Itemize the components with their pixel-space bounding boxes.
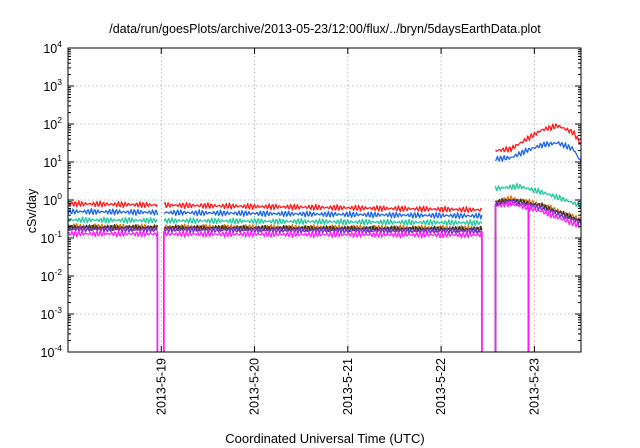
y-tick-label: 104 bbox=[43, 39, 62, 56]
y-tick-label: 10-2 bbox=[41, 267, 63, 284]
chart-title: /data/run/goesPlots/archive/2013-05-23/1… bbox=[109, 22, 541, 36]
y-tick-label: 102 bbox=[43, 115, 62, 132]
x-tick-label: 2013-5-19 bbox=[154, 358, 168, 415]
series-line-7 bbox=[67, 200, 582, 239]
x-tick-label: 2013-5-20 bbox=[248, 358, 262, 415]
y-tick-label: 100 bbox=[43, 191, 62, 208]
axis-ticks bbox=[68, 47, 581, 353]
x-tick-label: 2013-5-22 bbox=[434, 358, 448, 415]
y-tick-label: 101 bbox=[43, 153, 62, 170]
series-line-1 bbox=[68, 123, 582, 214]
x-axis-label: Coordinated Universal Time (UTC) bbox=[225, 431, 424, 446]
y-tick-label: 10-4 bbox=[41, 343, 63, 360]
x-tick-label: 2013-5-21 bbox=[341, 358, 355, 415]
y-tick-label: 10-1 bbox=[41, 229, 63, 246]
x-tick-label: 2013-5-23 bbox=[527, 358, 541, 415]
y-tick-label: 103 bbox=[43, 77, 62, 94]
grid bbox=[68, 48, 581, 352]
y-tick-label: 10-3 bbox=[41, 305, 63, 322]
series-group bbox=[67, 123, 582, 352]
y-tick-labels: 10-4 10-3 10-2 10-1 100 101 102 103 104 bbox=[41, 39, 63, 360]
series-line-3 bbox=[67, 182, 582, 227]
series-line-2 bbox=[67, 140, 582, 220]
x-tick-labels: 2013-5-19 2013-5-20 2013-5-21 2013-5-22 2013… bbox=[154, 358, 541, 415]
y-axis-label: cSv/day bbox=[25, 188, 39, 233]
